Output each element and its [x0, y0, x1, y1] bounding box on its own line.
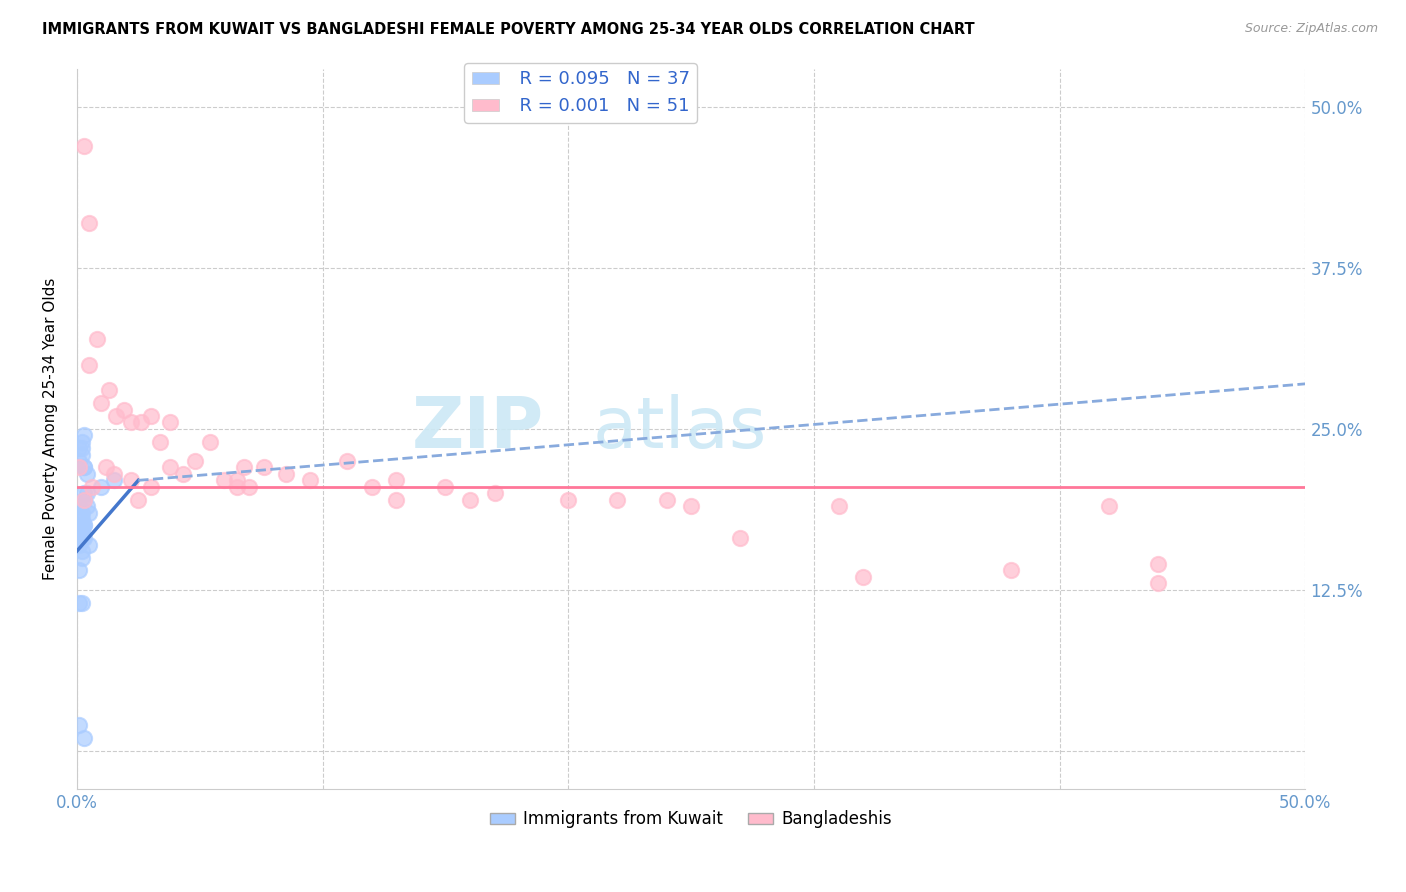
Point [70, 550, 93, 565]
Text: atlas: atlas [593, 394, 768, 463]
Point [70, 441, 93, 455]
Point [73, 518, 96, 533]
Point [1147, 576, 1170, 591]
Point [225, 480, 247, 494]
Point [70, 512, 93, 526]
Point [67, 718, 90, 732]
Point [557, 492, 579, 507]
Point [252, 460, 274, 475]
Point [90, 480, 112, 494]
Point [73, 138, 96, 153]
Point [73, 518, 96, 533]
Point [67, 460, 90, 475]
Point [76, 499, 98, 513]
Point [76, 486, 98, 500]
Point [73, 492, 96, 507]
Point [120, 416, 142, 430]
Legend: Immigrants from Kuwait, Bangladeshis: Immigrants from Kuwait, Bangladeshis [484, 804, 898, 835]
Point [86, 332, 108, 346]
Text: IMMIGRANTS FROM KUWAIT VS BANGLADESHI FEMALE POVERTY AMONG 25-34 YEAR OLDS CORRE: IMMIGRANTS FROM KUWAIT VS BANGLADESHI FE… [42, 22, 974, 37]
Point [73, 492, 96, 507]
Point [73, 531, 96, 545]
Point [214, 474, 236, 488]
Point [103, 474, 125, 488]
Point [80, 480, 103, 494]
Point [385, 474, 408, 488]
Point [70, 524, 93, 539]
Point [77, 358, 100, 372]
Point [67, 596, 90, 610]
Point [730, 531, 752, 545]
Point [112, 402, 135, 417]
Point [67, 499, 90, 513]
Point [70, 448, 93, 462]
Point [103, 467, 125, 481]
Point [70, 434, 93, 449]
Point [385, 492, 408, 507]
Point [97, 384, 120, 398]
Point [67, 524, 90, 539]
Point [67, 531, 90, 545]
Text: Source: ZipAtlas.com: Source: ZipAtlas.com [1244, 22, 1378, 36]
Point [1000, 564, 1022, 578]
Point [274, 467, 297, 481]
Point [159, 416, 181, 430]
Point [70, 596, 93, 610]
Point [90, 396, 112, 410]
Point [606, 492, 628, 507]
Point [827, 499, 849, 513]
Point [77, 216, 100, 230]
Point [139, 480, 162, 494]
Point [73, 460, 96, 475]
Point [105, 409, 128, 423]
Point [76, 467, 98, 481]
Point [172, 467, 194, 481]
Point [139, 409, 162, 423]
Point [67, 454, 90, 468]
Point [233, 460, 256, 475]
Point [73, 460, 96, 475]
Point [67, 506, 90, 520]
Text: ZIP: ZIP [412, 394, 544, 463]
Point [225, 474, 247, 488]
Point [70, 531, 93, 545]
Point [77, 538, 100, 552]
Point [70, 544, 93, 558]
Point [1098, 499, 1121, 513]
Point [96, 460, 118, 475]
Point [458, 492, 481, 507]
Point [1147, 557, 1170, 571]
Point [70, 506, 93, 520]
Point [73, 428, 96, 442]
Point [198, 434, 221, 449]
Point [484, 486, 506, 500]
Point [655, 492, 678, 507]
Point [184, 454, 207, 468]
Point [681, 499, 703, 513]
Point [70, 518, 93, 533]
Point [127, 492, 149, 507]
Point [149, 434, 172, 449]
Point [129, 416, 152, 430]
Point [73, 731, 96, 745]
Point [73, 486, 96, 500]
Point [852, 570, 875, 584]
Point [67, 538, 90, 552]
Point [120, 474, 142, 488]
Point [238, 480, 260, 494]
Point [77, 506, 100, 520]
Point [67, 564, 90, 578]
Point [434, 480, 457, 494]
Point [336, 454, 359, 468]
Y-axis label: Female Poverty Among 25-34 Year Olds: Female Poverty Among 25-34 Year Olds [44, 277, 58, 580]
Point [67, 441, 90, 455]
Point [360, 480, 382, 494]
Point [299, 474, 322, 488]
Point [159, 460, 181, 475]
